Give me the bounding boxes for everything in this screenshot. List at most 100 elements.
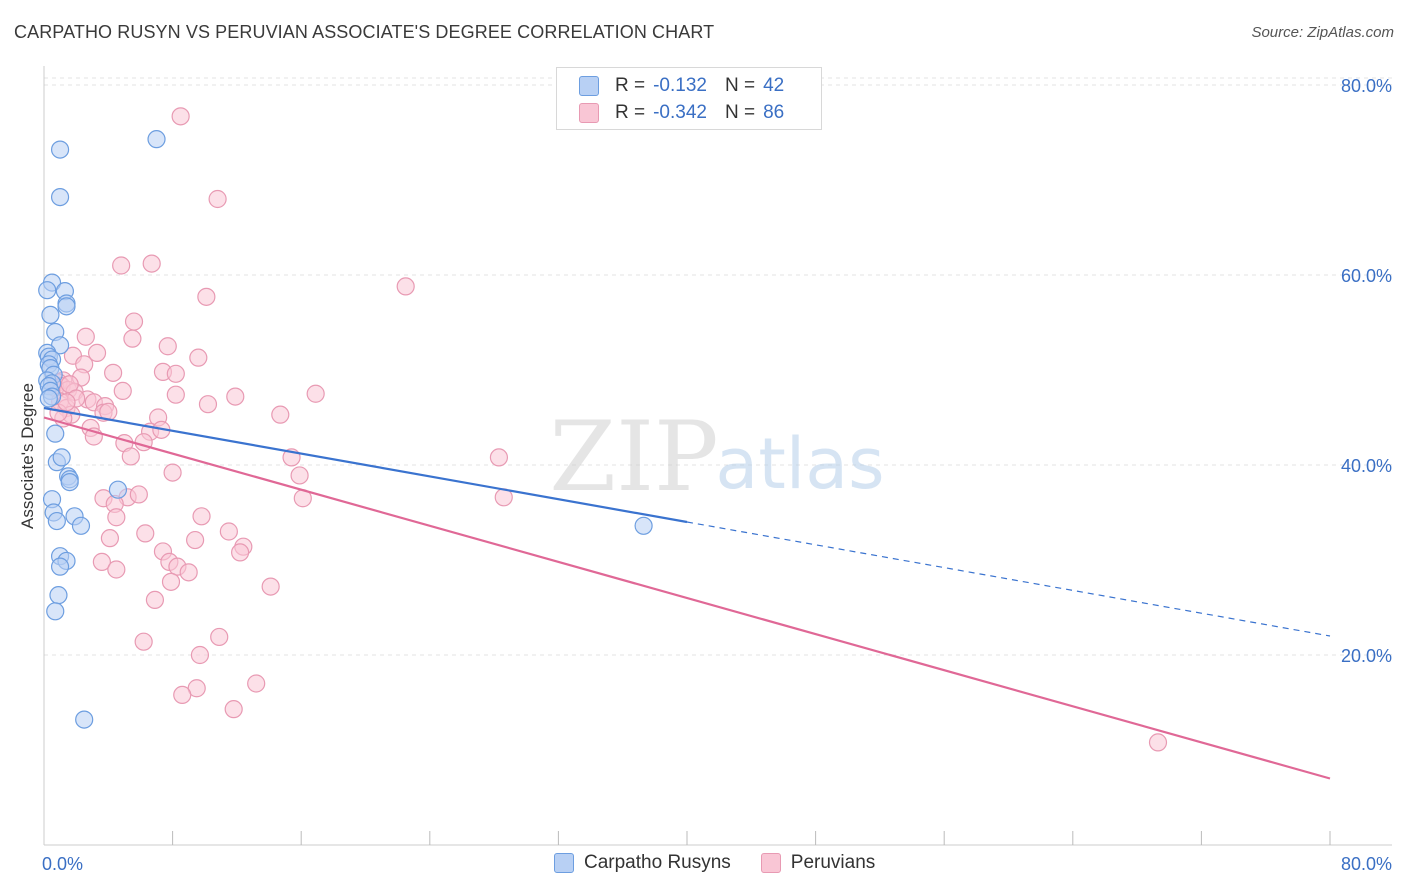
- watermark: ZIP atlas: [549, 401, 884, 513]
- point-peruvians: [197, 287, 216, 306]
- point-carpatho-rusyns: [50, 557, 70, 576]
- legend-r-label: R =: [615, 102, 646, 123]
- point-peruvians: [219, 522, 238, 541]
- series-swatch-pink: [760, 853, 781, 873]
- point-peruvians: [396, 277, 415, 296]
- point-peruvians: [163, 463, 182, 482]
- point-carpatho-rusyns: [49, 586, 68, 605]
- y-tick-label: 40.0%: [1341, 456, 1392, 476]
- point-peruvians: [224, 700, 243, 719]
- point-carpatho-rusyns: [46, 602, 65, 621]
- legend-r-value: -0.132: [653, 75, 707, 96]
- point-peruvians: [129, 485, 148, 504]
- point-peruvians: [1148, 733, 1168, 752]
- series-swatch-blue: [554, 853, 574, 873]
- point-peruvians: [210, 627, 229, 647]
- legend-r-value: -0.342: [653, 102, 707, 123]
- point-peruvians: [271, 405, 290, 424]
- axis-layer: [43, 66, 1392, 846]
- point-peruvians: [107, 508, 126, 527]
- watermark-zip: ZIP: [549, 401, 718, 513]
- grid-layer: [44, 77, 1392, 656]
- point-peruvians: [113, 381, 132, 400]
- y-tick-label: 60.0%: [1341, 266, 1392, 286]
- point-peruvians: [208, 189, 227, 209]
- point-peruvians: [76, 327, 95, 346]
- legend-n-label: N =: [724, 75, 756, 96]
- point-peruvians: [186, 530, 205, 550]
- series-name: Carpatho Rusyns: [584, 852, 731, 873]
- point-carpatho-rusyns: [50, 140, 70, 159]
- point-carpatho-rusyns: [52, 448, 71, 467]
- y-tick-label: 80.0%: [1341, 76, 1392, 96]
- legend-row-carpatho-rusyns: R = -0.132 N = 42: [579, 74, 784, 98]
- point-carpatho-rusyns: [38, 281, 57, 300]
- chart-source: Source: ZipAtlas.com: [1251, 24, 1394, 41]
- series-legend-item-carpatho-rusyns: Carpatho Rusyns: [554, 852, 731, 874]
- point-peruvians: [158, 337, 177, 356]
- point-peruvians: [179, 563, 198, 582]
- point-peruvians: [107, 560, 126, 579]
- point-carpatho-rusyns: [57, 297, 76, 316]
- point-peruvians: [166, 385, 185, 404]
- point-carpatho-rusyns: [39, 389, 58, 408]
- series-legend: Carpatho Rusyns Peruvians: [554, 852, 905, 874]
- watermark-atlas: atlas: [715, 423, 884, 505]
- point-carpatho-rusyns: [147, 130, 166, 149]
- legend-n-value: 86: [763, 102, 785, 123]
- point-peruvians: [489, 448, 509, 467]
- x-tick-label: 0.0%: [42, 854, 83, 874]
- point-carpatho-rusyns: [46, 424, 65, 443]
- point-peruvians: [92, 552, 111, 572]
- point-peruvians: [226, 387, 245, 406]
- point-carpatho-rusyns: [108, 480, 128, 499]
- legend-swatch-pink: [579, 103, 599, 123]
- point-peruvians: [112, 256, 131, 275]
- point-peruvians: [100, 529, 120, 548]
- trend-layer: [43, 406, 1331, 780]
- legend-n-value: 42: [763, 75, 785, 96]
- point-peruvians: [190, 645, 210, 665]
- legend-n-label: N =: [724, 102, 756, 123]
- legend-r-label: R =: [615, 75, 646, 96]
- legend-row-peruvians: R = -0.342 N = 86: [579, 101, 784, 125]
- point-peruvians: [198, 395, 218, 414]
- legend-swatch-blue: [579, 76, 599, 96]
- tick-label-layer: 20.0% 40.0% 60.0% 80.0% 0.0% 80.0%: [42, 76, 1392, 874]
- series-legend-item-peruvians: Peruvians: [760, 852, 876, 874]
- point-peruvians: [124, 312, 144, 331]
- point-peruvians: [87, 343, 107, 362]
- x-tick-label: 80.0%: [1341, 854, 1392, 874]
- point-peruvians: [189, 348, 208, 367]
- point-peruvians: [166, 364, 185, 383]
- point-carpatho-rusyns: [50, 188, 70, 207]
- series-name: Peruvians: [790, 852, 876, 873]
- point-peruvians: [134, 632, 153, 651]
- point-peruvians: [142, 254, 161, 273]
- point-peruvians: [171, 107, 190, 126]
- trend-line-carpatho-rusyns: [43, 406, 688, 524]
- point-peruvians: [192, 507, 211, 526]
- point-peruvians: [136, 524, 155, 543]
- chart-title: CARPATHO RUSYN VS PERUVIAN ASSOCIATE'S D…: [14, 22, 715, 42]
- point-peruvians: [290, 466, 309, 485]
- trend-line-peruvians: [43, 416, 1331, 780]
- point-peruvians: [247, 674, 266, 693]
- point-peruvians: [261, 577, 280, 596]
- y-tick-label: 20.0%: [1341, 646, 1392, 666]
- point-carpatho-rusyns: [60, 473, 79, 492]
- point-carpatho-rusyns: [71, 516, 91, 535]
- point-carpatho-rusyns: [75, 710, 94, 729]
- point-peruvians: [231, 543, 250, 562]
- point-peruvians: [161, 572, 181, 591]
- point-peruvians: [104, 363, 123, 382]
- point-peruvians: [145, 590, 165, 610]
- point-peruvians: [173, 685, 192, 705]
- point-carpatho-rusyns: [47, 511, 66, 531]
- points-layer: [38, 107, 1168, 752]
- point-carpatho-rusyns: [634, 516, 653, 535]
- point-carpatho-rusyns: [41, 305, 60, 324]
- point-peruvians: [121, 447, 140, 466]
- point-peruvians: [306, 384, 325, 403]
